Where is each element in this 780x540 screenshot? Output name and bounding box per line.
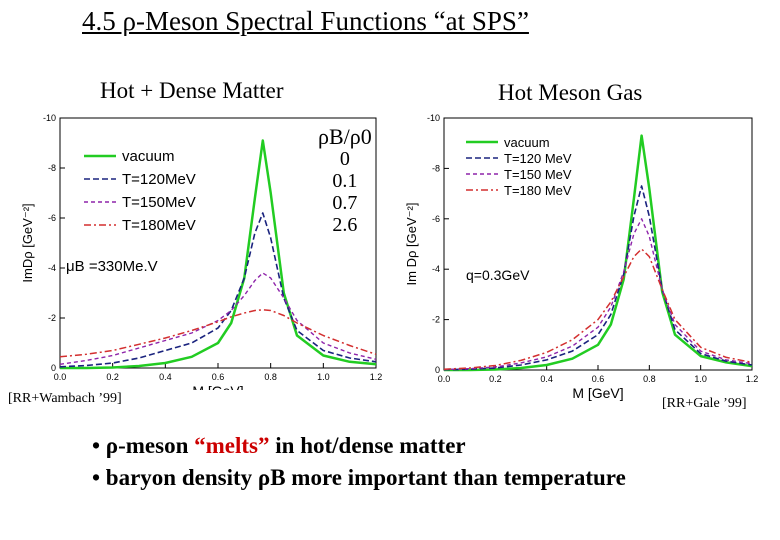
x-tick-label: 0.2 xyxy=(489,374,502,384)
legend-label: T=180 MeV xyxy=(504,183,572,198)
series-line-t120 xyxy=(443,185,753,371)
y-tick-label: -4 xyxy=(432,264,440,274)
right-reference: [RR+Gale ’99] xyxy=(662,396,747,411)
density-ratio-header: ρB/ρ0 xyxy=(318,124,372,149)
x-tick-label: 0.8 xyxy=(643,374,656,384)
left-chart-container: -10 -8 -6 -4 -2 0 0.0 0.2 0.4 0.6 0.8 1.0 1.2 vacuu… xyxy=(4,108,388,399)
left-y-axis-label: ImDρ [GeV⁻²] xyxy=(20,203,35,282)
y-tick-label: -2 xyxy=(432,315,440,325)
right-chart: -10 -8 -6 -4 -2 0 0.0 0.2 0.4 0.6 0.8 1.0 1.2 vacuu… xyxy=(404,113,759,401)
legend-label: T=150 MeV xyxy=(504,167,572,182)
left-x-axis-label: M [GeV] xyxy=(192,383,243,390)
series-line-t150 xyxy=(443,218,753,371)
density-ratio-value: 0 xyxy=(339,148,350,170)
series-line-t150 xyxy=(59,272,377,365)
bullet-1-prefix: • ρ-meson xyxy=(92,433,195,458)
bullet-melts: • ρ-meson “melts” in hot/dense matter xyxy=(92,430,626,462)
x-tick-label: 1.2 xyxy=(746,374,759,384)
legend-label: vacuum xyxy=(504,135,550,150)
series-line-t120 xyxy=(59,212,377,368)
density-ratio-value: 0.1 xyxy=(332,170,358,192)
mu-b-label: μB =330Me.V xyxy=(66,258,158,275)
x-tick-label: 1.2 xyxy=(370,372,383,382)
right-x-axis-label: M [GeV] xyxy=(572,385,623,401)
slide-title: 4.5 ρ-Meson Spectral Functions “at SPS” xyxy=(82,6,529,36)
q-label: q=0.3GeV xyxy=(466,267,530,283)
x-tick-label: 1.0 xyxy=(317,372,330,382)
y-tick-label: 0 xyxy=(51,363,56,373)
density-ratio-value: 2.6 xyxy=(332,214,358,236)
y-tick-label: -8 xyxy=(432,163,440,173)
y-tick-label: -10 xyxy=(427,113,440,123)
x-tick-label: 0.4 xyxy=(540,374,553,384)
legend-label: T=180MeV xyxy=(122,217,196,234)
x-tick-label: 0.4 xyxy=(159,372,172,382)
x-tick-label: 0.6 xyxy=(212,372,225,382)
series-line-t180 xyxy=(443,248,753,370)
y-tick-label: -8 xyxy=(48,163,56,173)
y-tick-label: -4 xyxy=(48,263,56,273)
legend-label: T=120MeV xyxy=(122,171,196,188)
x-tick-label: 0.8 xyxy=(264,372,277,382)
bullet-1-highlight: “melts” xyxy=(194,433,270,458)
left-heading: Hot + Dense Matter xyxy=(100,78,284,103)
legend-label: vacuum xyxy=(122,148,175,165)
legend-label: T=150MeV xyxy=(122,194,196,211)
right-chart-container: -10 -8 -6 -4 -2 0 0.0 0.2 0.4 0.6 0.8 1.0 1.2 vacuu… xyxy=(396,100,766,425)
series-line-vacuum xyxy=(444,134,753,372)
left-reference: [RR+Wambach ’99] xyxy=(8,391,122,406)
right-y-axis-label: Im Dρ [GeV⁻²] xyxy=(404,203,419,286)
x-tick-label: 0.0 xyxy=(438,374,451,384)
right-plot-frame xyxy=(443,117,753,371)
bullet-list: • ρ-meson “melts” in hot/dense matter • … xyxy=(92,430,626,494)
x-tick-label: 0.6 xyxy=(592,374,605,384)
legend-label: T=120 MeV xyxy=(504,151,572,166)
series-line-t180 xyxy=(59,309,377,358)
density-ratio-column: ρB/ρ0 0 0.1 0.7 2.6 xyxy=(318,124,372,237)
x-tick-label: 1.0 xyxy=(694,374,707,384)
y-tick-label: -10 xyxy=(43,113,56,123)
y-tick-label: -2 xyxy=(48,313,56,323)
x-tick-label: 0.0 xyxy=(54,372,67,382)
bullet-1-suffix: in hot/dense matter xyxy=(269,433,466,458)
y-tick-label: -6 xyxy=(48,213,56,223)
y-tick-label: 0 xyxy=(435,365,440,375)
density-ratio-value: 0.7 xyxy=(332,192,358,214)
y-tick-label: -6 xyxy=(432,214,440,224)
bullet-baryon-density: • baryon density ρB more important than … xyxy=(92,465,626,490)
x-tick-label: 0.2 xyxy=(106,372,119,382)
